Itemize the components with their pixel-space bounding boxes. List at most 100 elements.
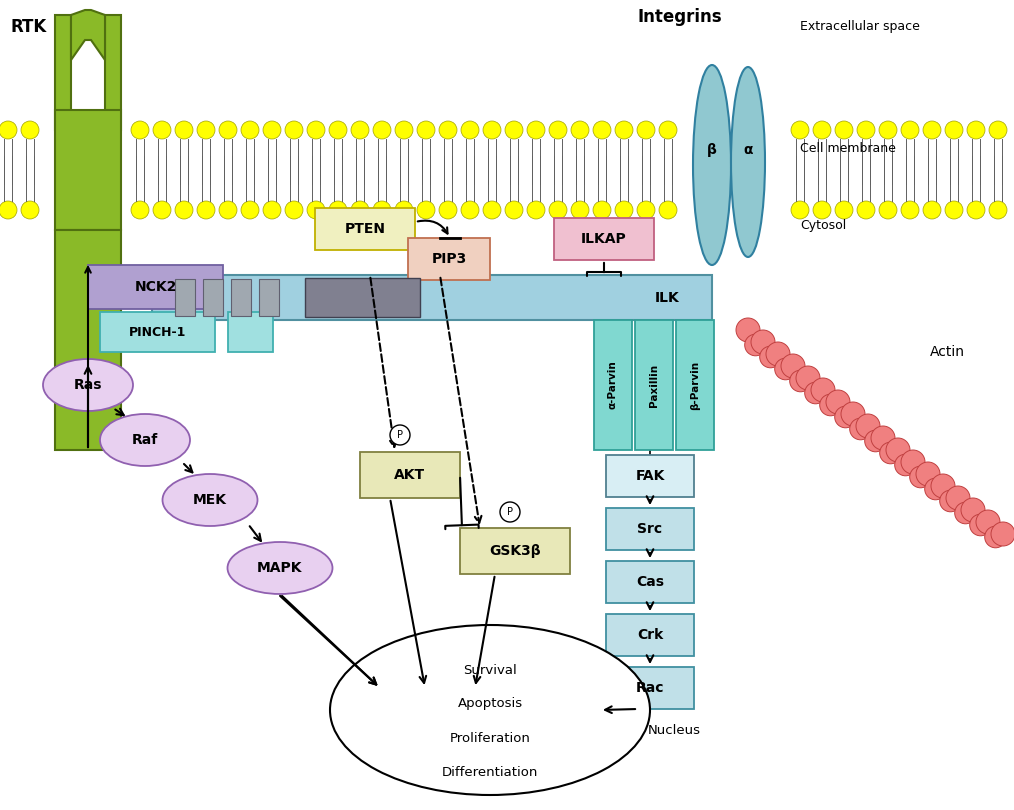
Circle shape	[329, 121, 347, 139]
Circle shape	[0, 121, 17, 139]
Text: Ras: Ras	[74, 378, 102, 392]
Circle shape	[879, 201, 897, 219]
Bar	[635, 320, 673, 450]
Circle shape	[461, 121, 479, 139]
Circle shape	[901, 121, 919, 139]
Circle shape	[879, 121, 897, 139]
Bar	[606, 561, 694, 603]
Ellipse shape	[162, 474, 258, 526]
Circle shape	[894, 454, 917, 475]
Circle shape	[796, 366, 820, 390]
Bar	[259, 279, 279, 316]
Circle shape	[751, 330, 775, 354]
Circle shape	[961, 498, 985, 522]
Circle shape	[131, 121, 149, 139]
Circle shape	[615, 121, 633, 139]
Bar	[676, 320, 714, 450]
Bar	[55, 230, 121, 450]
Circle shape	[549, 201, 567, 219]
Text: P: P	[397, 430, 403, 440]
Circle shape	[390, 425, 410, 445]
Text: P: P	[507, 507, 513, 517]
Circle shape	[967, 121, 985, 139]
Text: ILKAP: ILKAP	[581, 232, 627, 246]
Circle shape	[850, 418, 871, 440]
Bar	[100, 312, 215, 352]
Circle shape	[901, 450, 925, 474]
Circle shape	[285, 201, 303, 219]
Circle shape	[976, 510, 1000, 534]
Bar	[175, 279, 195, 316]
Circle shape	[805, 382, 826, 404]
Circle shape	[439, 201, 457, 219]
Circle shape	[615, 201, 633, 219]
Circle shape	[835, 121, 853, 139]
Text: Apoptosis: Apoptosis	[457, 697, 522, 710]
Text: MAPK: MAPK	[258, 561, 303, 575]
Text: PIP3: PIP3	[431, 252, 466, 266]
Ellipse shape	[731, 67, 765, 257]
Ellipse shape	[227, 542, 333, 594]
Text: Actin: Actin	[930, 345, 965, 359]
Circle shape	[175, 121, 193, 139]
Circle shape	[857, 121, 875, 139]
Bar	[606, 455, 694, 497]
Bar	[55, 110, 121, 230]
Text: Integrins: Integrins	[638, 8, 722, 26]
Circle shape	[659, 201, 677, 219]
Circle shape	[637, 201, 655, 219]
Circle shape	[219, 121, 237, 139]
Circle shape	[21, 201, 39, 219]
Text: Paxillin: Paxillin	[649, 364, 659, 407]
Circle shape	[945, 121, 963, 139]
Ellipse shape	[693, 65, 731, 265]
Circle shape	[527, 121, 545, 139]
Circle shape	[811, 378, 835, 402]
Bar	[152, 275, 712, 320]
Text: Nucleus: Nucleus	[648, 723, 701, 736]
Circle shape	[835, 201, 853, 219]
Circle shape	[826, 390, 850, 414]
Circle shape	[219, 201, 237, 219]
Circle shape	[241, 201, 259, 219]
Circle shape	[871, 426, 895, 450]
Text: Crk: Crk	[637, 628, 663, 642]
Bar	[228, 312, 273, 352]
Circle shape	[461, 201, 479, 219]
Text: AKT: AKT	[394, 468, 426, 482]
Circle shape	[923, 201, 941, 219]
Circle shape	[945, 201, 963, 219]
Circle shape	[989, 201, 1007, 219]
Bar	[105, 15, 121, 130]
Circle shape	[483, 121, 501, 139]
Circle shape	[0, 201, 17, 219]
Circle shape	[417, 121, 435, 139]
Bar	[460, 528, 570, 574]
Circle shape	[505, 201, 523, 219]
Bar	[315, 208, 415, 250]
Circle shape	[775, 358, 796, 380]
Circle shape	[969, 514, 992, 535]
Circle shape	[241, 121, 259, 139]
Ellipse shape	[330, 625, 650, 795]
Text: Src: Src	[638, 522, 662, 536]
Circle shape	[781, 354, 805, 378]
Circle shape	[417, 201, 435, 219]
Circle shape	[791, 201, 809, 219]
Circle shape	[21, 121, 39, 139]
Circle shape	[197, 121, 215, 139]
Circle shape	[813, 201, 831, 219]
Text: Cas: Cas	[636, 575, 664, 589]
Circle shape	[637, 121, 655, 139]
Circle shape	[841, 402, 865, 426]
Circle shape	[940, 490, 961, 512]
Text: α: α	[743, 143, 752, 157]
Text: PTEN: PTEN	[345, 222, 385, 236]
Circle shape	[175, 201, 193, 219]
Bar	[305, 278, 420, 317]
Circle shape	[985, 526, 1006, 548]
Circle shape	[571, 201, 589, 219]
Circle shape	[395, 201, 413, 219]
Circle shape	[791, 121, 809, 139]
Circle shape	[989, 121, 1007, 139]
